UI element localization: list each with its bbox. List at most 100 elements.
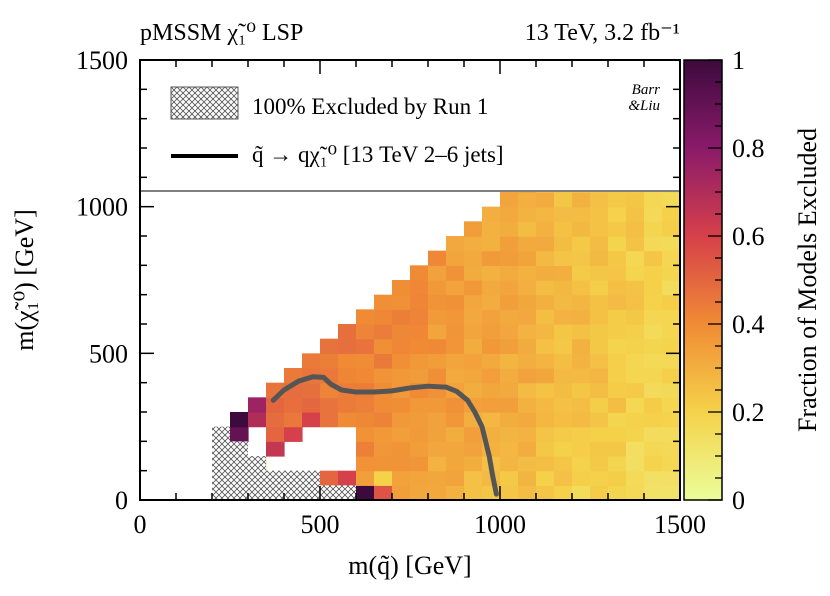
heatmap-cell bbox=[608, 221, 627, 237]
heatmap-cell bbox=[608, 309, 627, 325]
heatmap-cell bbox=[464, 382, 483, 398]
heatmap-cell bbox=[320, 397, 339, 413]
heatmap-cell bbox=[518, 324, 537, 340]
heatmap-cell bbox=[536, 338, 555, 354]
heatmap-cell bbox=[464, 353, 483, 369]
heatmap-cell bbox=[356, 353, 375, 369]
heatmap-cell bbox=[266, 426, 285, 442]
heatmap-cell bbox=[482, 397, 501, 413]
run1-excluded-region bbox=[212, 426, 356, 500]
heatmap-cell bbox=[428, 368, 447, 384]
heatmap-cell bbox=[464, 368, 483, 384]
plot-frame bbox=[139, 59, 681, 501]
heatmap-cell bbox=[608, 236, 627, 252]
heatmap-cell bbox=[374, 426, 393, 442]
heatmap-cell bbox=[572, 368, 591, 384]
heatmap-cell bbox=[608, 324, 627, 340]
heatmap-cell bbox=[590, 412, 609, 428]
heatmap-cell bbox=[482, 236, 501, 252]
heatmap-cell bbox=[536, 397, 555, 413]
heatmap-cell bbox=[572, 221, 591, 237]
y-axis-label: m(χ̃₁⁰) [GeV] bbox=[10, 209, 39, 350]
heatmap-cell bbox=[626, 192, 645, 208]
heatmap-cell bbox=[302, 382, 321, 398]
heatmap-cell bbox=[410, 456, 429, 472]
heatmap-cell bbox=[518, 265, 537, 281]
heatmap-cell bbox=[518, 294, 537, 310]
heatmap-cell bbox=[320, 338, 339, 354]
heatmap-cell bbox=[572, 294, 591, 310]
heatmap-cell bbox=[554, 206, 573, 222]
heatmap-cell bbox=[518, 368, 537, 384]
heatmap-cell bbox=[428, 456, 447, 472]
heatmap-cell bbox=[464, 250, 483, 266]
heatmap-cell bbox=[590, 192, 609, 208]
heatmap-cell bbox=[482, 280, 501, 296]
heatmap-cell bbox=[500, 206, 519, 222]
heatmap-cell bbox=[644, 265, 663, 281]
heatmap-cell bbox=[536, 441, 555, 457]
heatmap-cell bbox=[320, 412, 339, 428]
heatmap-cell bbox=[338, 412, 357, 428]
heatmap-cell bbox=[536, 426, 555, 442]
heatmap-cell bbox=[500, 221, 519, 237]
heatmap-cell bbox=[518, 192, 537, 208]
heatmap-cell bbox=[662, 485, 680, 500]
heatmap-cell bbox=[500, 324, 519, 340]
heatmap-cell bbox=[536, 192, 555, 208]
heatmap-cell bbox=[428, 280, 447, 296]
heatmap-cell bbox=[608, 206, 627, 222]
heatmap-cell bbox=[518, 206, 537, 222]
heatmap-cell bbox=[410, 426, 429, 442]
heatmap-cell bbox=[356, 412, 375, 428]
heatmap-cell bbox=[608, 426, 627, 442]
heatmap-cell bbox=[662, 236, 680, 252]
colorbar-tick-label: 0 bbox=[732, 486, 745, 515]
heatmap-cell bbox=[464, 441, 483, 457]
heatmap-cell bbox=[518, 382, 537, 398]
heatmap-cell bbox=[410, 324, 429, 340]
heatmap-cell bbox=[662, 206, 680, 222]
heatmap-cell bbox=[554, 265, 573, 281]
contour-line-13tev bbox=[270, 374, 499, 497]
heatmap-cell bbox=[428, 250, 447, 266]
heatmap-cell bbox=[590, 280, 609, 296]
heatmap-cell bbox=[392, 338, 411, 354]
heatmap-cell bbox=[554, 485, 573, 500]
heatmap-cell bbox=[464, 470, 483, 486]
heatmap-cell bbox=[590, 485, 609, 500]
heatmap-cell bbox=[626, 338, 645, 354]
heatmap-cell bbox=[662, 324, 680, 340]
heatmap-cell bbox=[446, 412, 465, 428]
heatmap-cell bbox=[626, 470, 645, 486]
heatmap-cell bbox=[626, 485, 645, 500]
heatmap-cell bbox=[500, 280, 519, 296]
heatmap-cell bbox=[662, 397, 680, 413]
heatmap-cell bbox=[302, 397, 321, 413]
heatmap-cell bbox=[662, 456, 680, 472]
heatmap-cell bbox=[410, 485, 429, 500]
heatmap-cell bbox=[392, 456, 411, 472]
heatmap-cell bbox=[482, 309, 501, 325]
heatmap-cell bbox=[302, 412, 321, 428]
heatmap-cell bbox=[356, 456, 375, 472]
heatmap-cell bbox=[266, 441, 285, 457]
heatmap-cell bbox=[446, 265, 465, 281]
heatmap-cell bbox=[590, 441, 609, 457]
heatmap-cell bbox=[608, 192, 627, 208]
heatmap-cell bbox=[518, 221, 537, 237]
heatmap-cell bbox=[554, 426, 573, 442]
heatmap-cell bbox=[572, 441, 591, 457]
heatmap-cell bbox=[374, 485, 393, 500]
heatmap-cell bbox=[500, 192, 519, 208]
heatmap-cell bbox=[608, 338, 627, 354]
heatmap-cell bbox=[590, 353, 609, 369]
heatmap-cell bbox=[536, 294, 555, 310]
colorbar-tick-label: 0.4 bbox=[732, 310, 765, 339]
heatmap-cell bbox=[626, 309, 645, 325]
heatmap-cell bbox=[446, 236, 465, 252]
heatmap-cell bbox=[554, 470, 573, 486]
heatmap-cell bbox=[284, 412, 303, 428]
heatmap-cell bbox=[572, 397, 591, 413]
heatmap-cell bbox=[572, 338, 591, 354]
